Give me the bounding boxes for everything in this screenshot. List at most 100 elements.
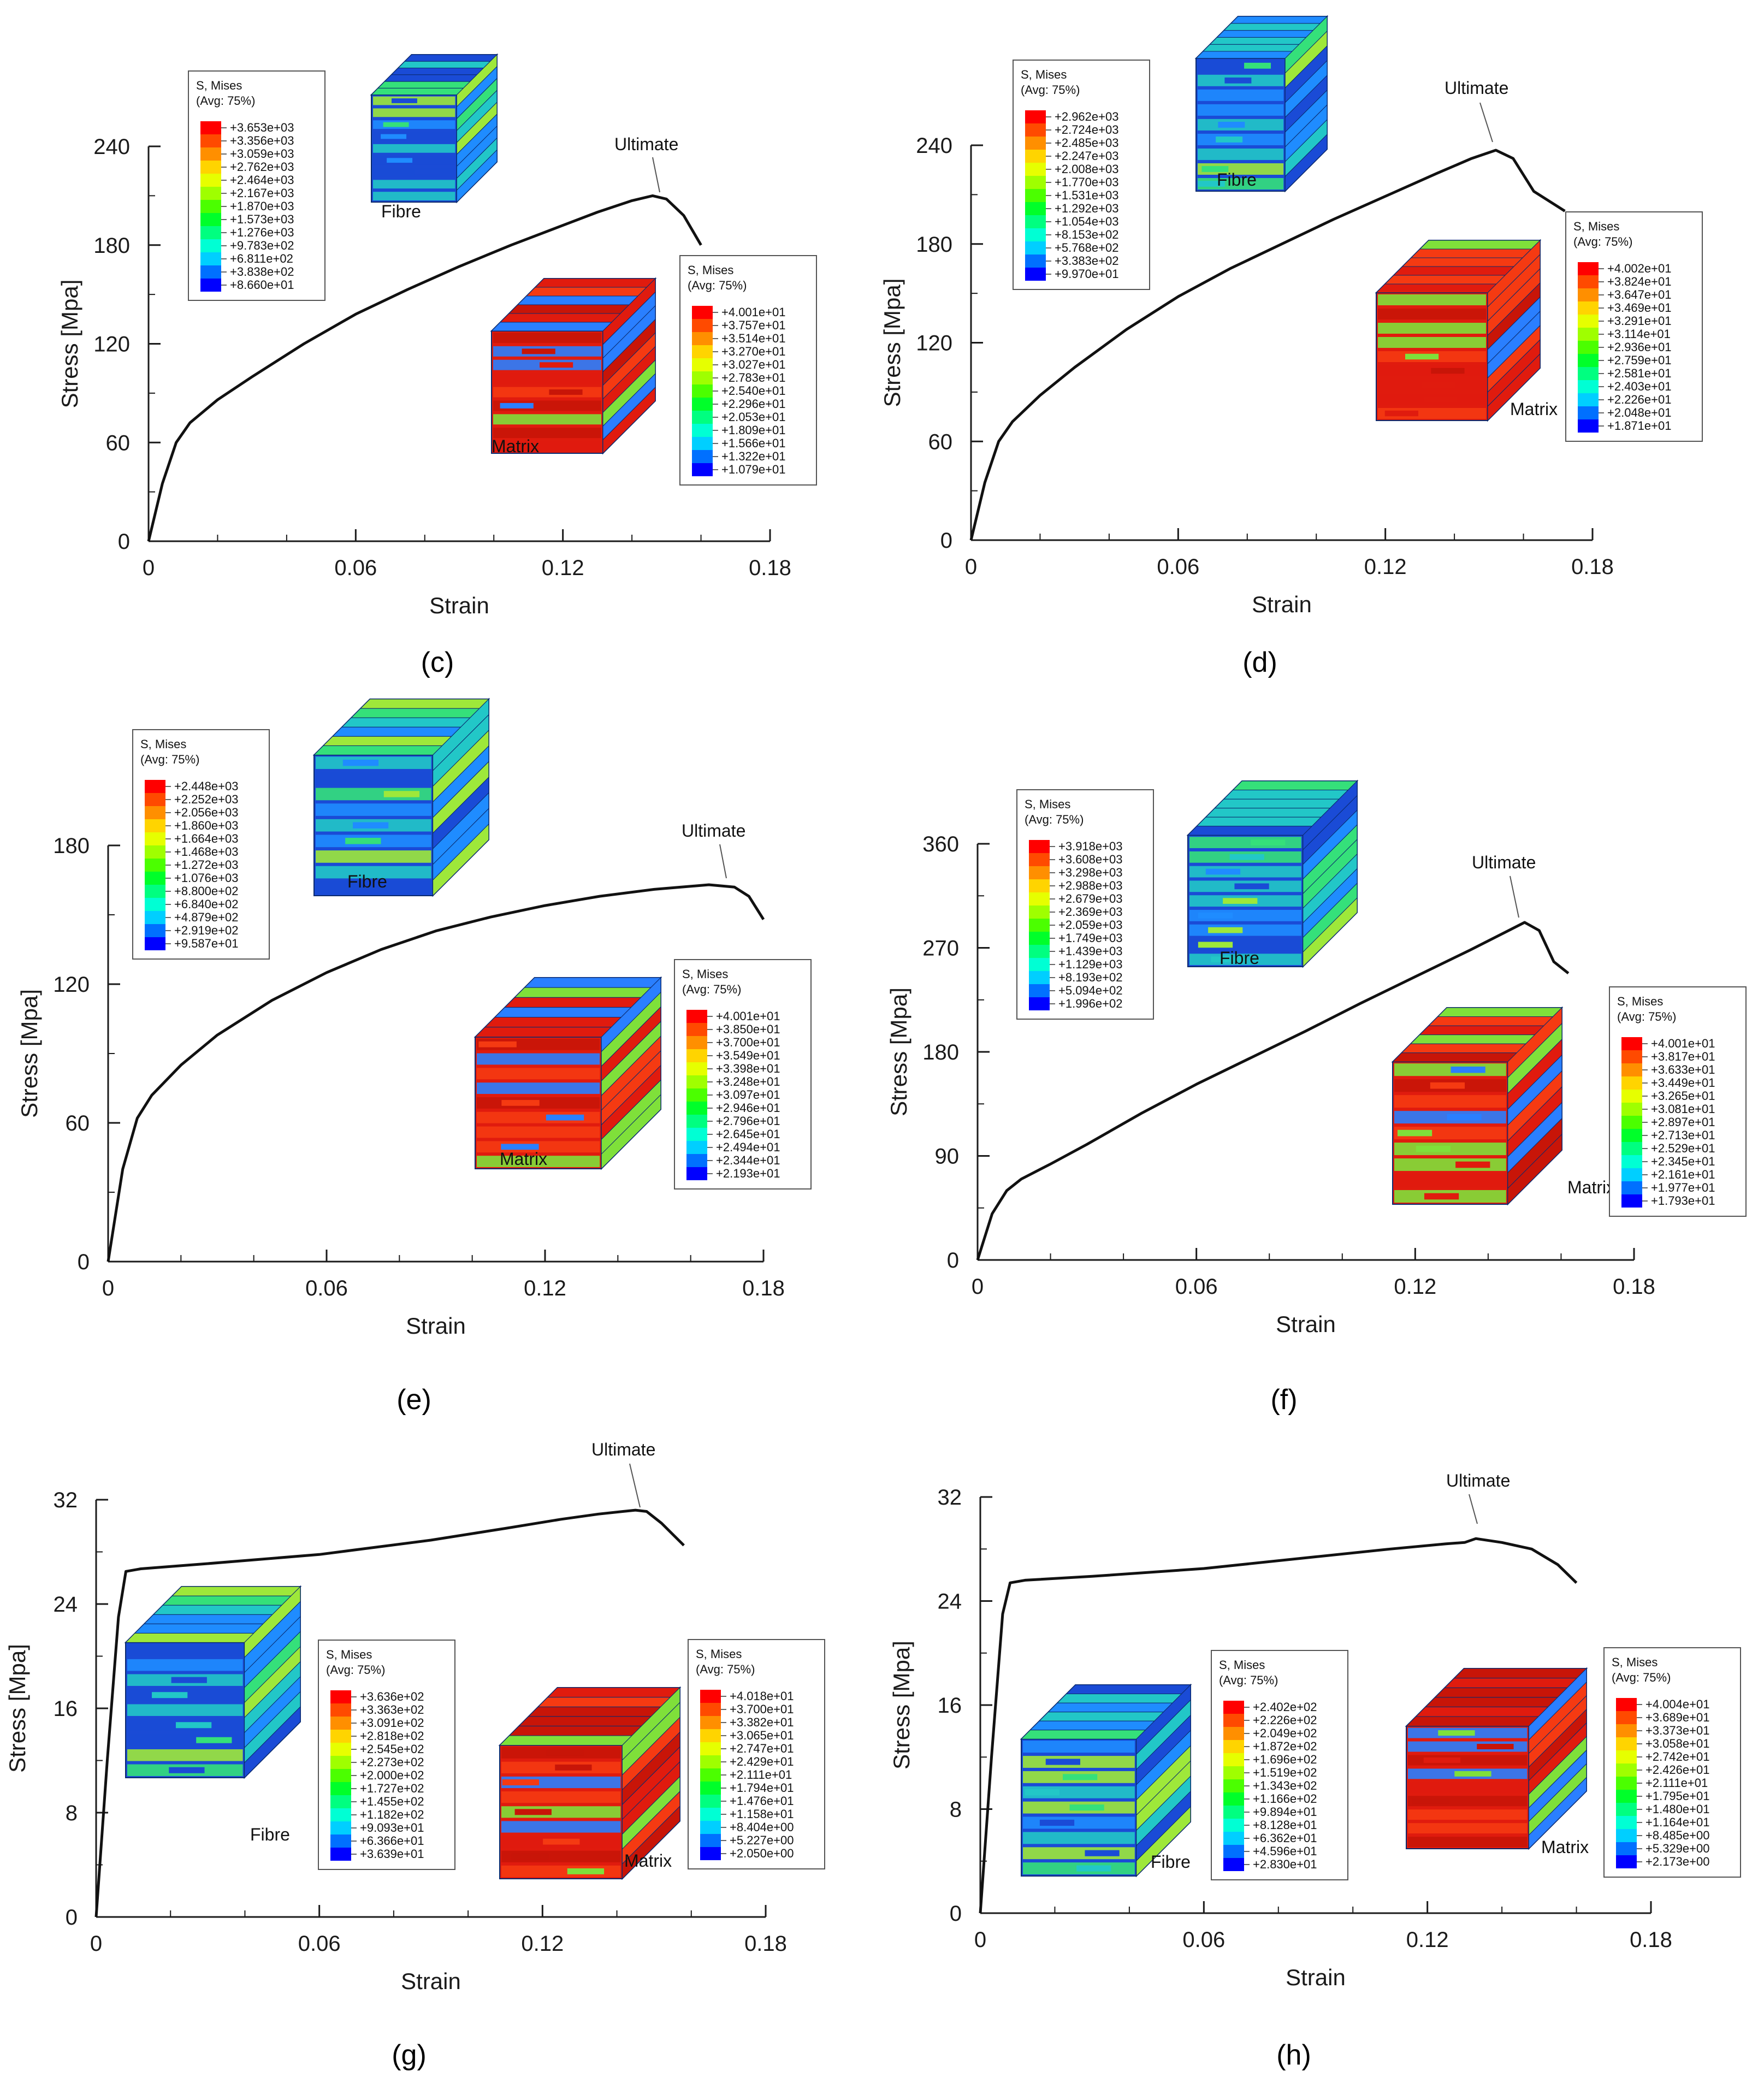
cube-strip: [1065, 1684, 1192, 1695]
cube-strip: [127, 1644, 243, 1656]
x-tick-label: 0.18: [742, 1276, 785, 1300]
legend-swatch: [692, 411, 713, 424]
legend-swatch: [1616, 1698, 1637, 1711]
legend-value: +1.573e+03: [230, 212, 294, 226]
cube-strip: [501, 1144, 539, 1150]
cube-strip: [539, 362, 573, 368]
legend-swatch: [700, 1729, 721, 1742]
cube-strip: [504, 997, 642, 1008]
cube-strip: [196, 1737, 232, 1743]
legend-value: +2.048e+01: [1607, 406, 1671, 419]
cube-strip: [511, 1853, 549, 1860]
legend-title: S, Mises: [1573, 220, 1619, 233]
cube-strip: [1189, 924, 1301, 936]
legend-swatch: [200, 134, 221, 147]
cube-strip: [493, 373, 601, 384]
y-tick-label: 0: [947, 1248, 959, 1273]
legend-swatch: [330, 1730, 351, 1743]
cube-strip: [478, 1041, 517, 1048]
cube-strip: [1211, 956, 1246, 962]
legend-swatch: [1025, 150, 1046, 163]
legend-swatch: [145, 845, 165, 859]
legend-value: +2.485e+03: [1055, 136, 1118, 150]
y-tick-label: 60: [106, 431, 131, 455]
cube-strip: [1454, 1771, 1491, 1777]
y-tick-label: 0: [940, 529, 952, 553]
legend-value: +3.382e+01: [730, 1715, 794, 1729]
legend-value: +3.689e+01: [1645, 1711, 1709, 1724]
cube-strip: [1397, 1129, 1432, 1137]
legend-value: +3.265e+01: [1651, 1089, 1715, 1103]
cube-strip: [1453, 1668, 1588, 1679]
cube-strip: [316, 772, 431, 785]
legend-value: +2.049e+02: [1253, 1726, 1317, 1740]
cube-strip: [546, 1114, 584, 1121]
cube-strip: [316, 803, 431, 816]
panel-e: 0 60 120 180 0 0.06 0.12 0.18 Strain Stress [Mpa]…: [16, 697, 812, 1416]
cube-strip: [383, 791, 420, 797]
cube-strip: [1223, 23, 1321, 31]
cube-strip: [162, 1595, 292, 1606]
legend-swatch: [1223, 1701, 1244, 1714]
legend-value: +2.529e+01: [1651, 1141, 1715, 1155]
y-tick-label: 180: [916, 233, 952, 257]
legend-swatch: [200, 174, 221, 187]
legend-swatch: [1621, 1129, 1642, 1142]
y-tick-label: 8: [950, 1798, 962, 1822]
legend-swatch: [1578, 315, 1599, 328]
cube-strip: [373, 156, 455, 165]
legend-value: +8.485e+00: [1645, 1828, 1709, 1842]
y-tick-label: 0: [118, 530, 130, 554]
legend-value: +2.173e+00: [1645, 1855, 1709, 1868]
x-tick-label: 0.06: [298, 1932, 341, 1956]
x-axis-label: Strain: [401, 1968, 461, 1994]
cube-strip: [1198, 89, 1284, 101]
cube-strip: [547, 1687, 681, 1698]
legend-value: +2.426e+01: [1645, 1763, 1709, 1777]
cube-strip: [1434, 1687, 1568, 1698]
legend-swatch: [200, 213, 221, 226]
fibre-label: Fibre: [1151, 1852, 1191, 1872]
legend-value: +2.818e+02: [360, 1729, 424, 1743]
matrix-label: Matrix: [1567, 1177, 1615, 1197]
y-axis-label: Stress [Mpa]: [886, 987, 911, 1116]
cube-strip: [524, 977, 662, 988]
legend-value: +3.356e+03: [230, 134, 294, 147]
cube-strip: [127, 1659, 243, 1671]
legend-title: S, Mises: [1025, 797, 1070, 811]
legend-swatch: [330, 1769, 351, 1782]
series-line: [969, 149, 1566, 541]
cube-strip: [477, 1053, 600, 1065]
legend-value: +1.322e+01: [721, 449, 785, 463]
cube-strip: [1195, 51, 1293, 59]
x-tick-label: 0: [974, 1928, 986, 1952]
legend-swatch: [1578, 380, 1599, 393]
cube-strip: [501, 1100, 540, 1106]
legend-value: +2.679e+03: [1058, 892, 1122, 906]
legend-swatch: [1621, 1155, 1642, 1168]
legend-value: +1.292e+03: [1055, 202, 1118, 215]
legend-swatch: [700, 1742, 721, 1755]
cube-strip: [1205, 868, 1241, 875]
legend-swatch: [330, 1848, 351, 1861]
legend-swatch: [700, 1808, 721, 1821]
legend-value: +4.001e+01: [716, 1009, 780, 1023]
cube-strip: [502, 1779, 540, 1785]
legend-swatch: [1223, 1858, 1244, 1871]
cube-strip: [474, 1027, 612, 1038]
legend-swatch: [1025, 202, 1046, 215]
legend-swatch: [692, 463, 713, 476]
y-tick-label: 360: [922, 832, 959, 856]
legend-value: +2.645e+01: [716, 1127, 780, 1141]
cube-strip: [602, 386, 656, 454]
legend-value: +1.076e+03: [174, 871, 238, 885]
series-line: [147, 194, 702, 542]
y-tick-label: 120: [53, 973, 90, 997]
legend-value: +3.373e+01: [1645, 1724, 1709, 1737]
legend-swatch: [1223, 1819, 1244, 1832]
legend-swatch: [686, 1167, 707, 1180]
legend-subtitle: (Avg: 75%): [688, 279, 747, 292]
legend-swatch: [1029, 919, 1050, 932]
legend-value: +4.004e+01: [1645, 1697, 1709, 1711]
legend-value: +1.166e+02: [1253, 1792, 1317, 1806]
